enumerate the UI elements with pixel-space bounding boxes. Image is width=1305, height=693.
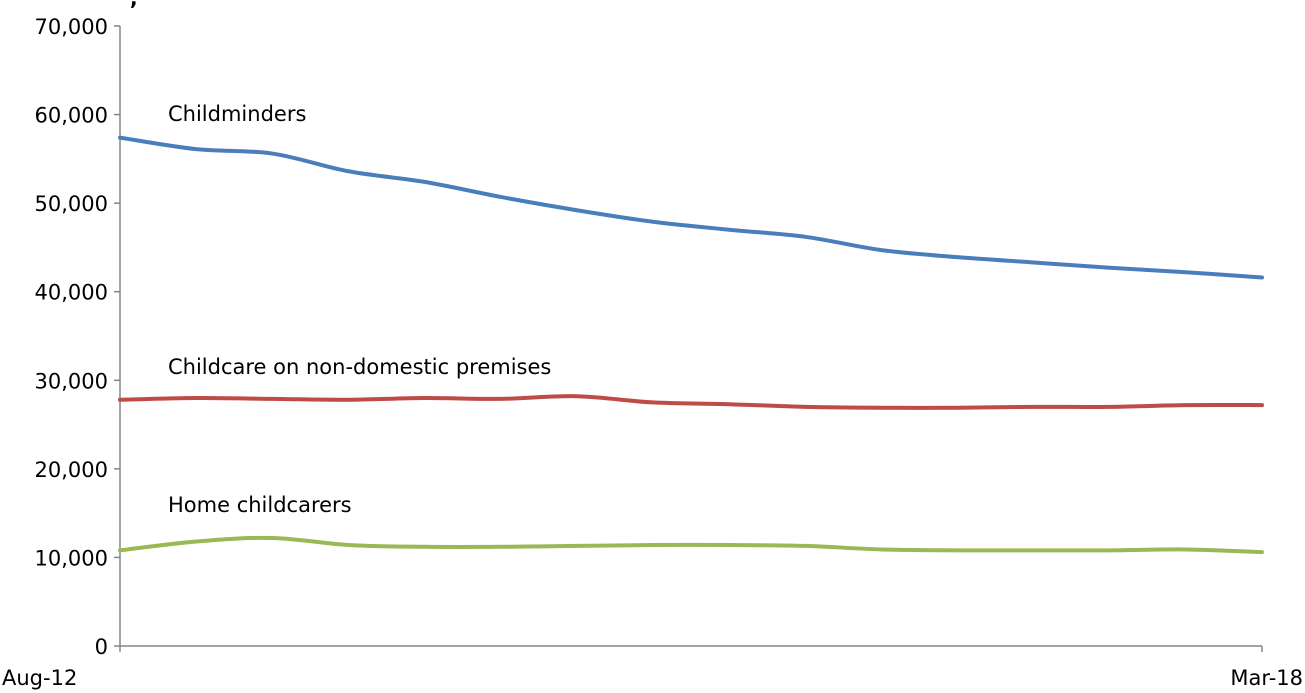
chart-title-fragment: , [130, 0, 138, 10]
y-tick-label: 50,000 [35, 192, 108, 216]
x-tick-label: Aug-12 [2, 666, 77, 690]
series-line-1 [118, 135, 1264, 280]
series-line-3 [118, 535, 1264, 555]
y-tick-label: 30,000 [35, 369, 108, 393]
series-label-3: Home childcarers [168, 493, 352, 517]
series-label-2: Childcare on non-domestic premises [168, 355, 551, 379]
y-tick-label: 20,000 [35, 458, 108, 482]
y-axis-ticks: 0 10,000 20,000 30,000 40,000 50,000 60,000 70,… [35, 15, 120, 659]
series-label-1: Childminders [168, 102, 306, 126]
x-axis-ticks: Aug-12 Mar-18 [2, 646, 1303, 690]
y-tick-label: 0 [95, 635, 108, 659]
series-line-2 [118, 394, 1264, 410]
y-tick-label: 10,000 [35, 546, 108, 570]
x-tick-label: Mar-18 [1230, 666, 1303, 690]
series-labels: Childminders Childcare on non-domestic pr… [168, 102, 551, 517]
series-lines [118, 135, 1264, 555]
y-tick-label: 40,000 [35, 281, 108, 305]
y-tick-label: 60,000 [35, 104, 108, 128]
y-tick-label: 70,000 [35, 15, 108, 39]
